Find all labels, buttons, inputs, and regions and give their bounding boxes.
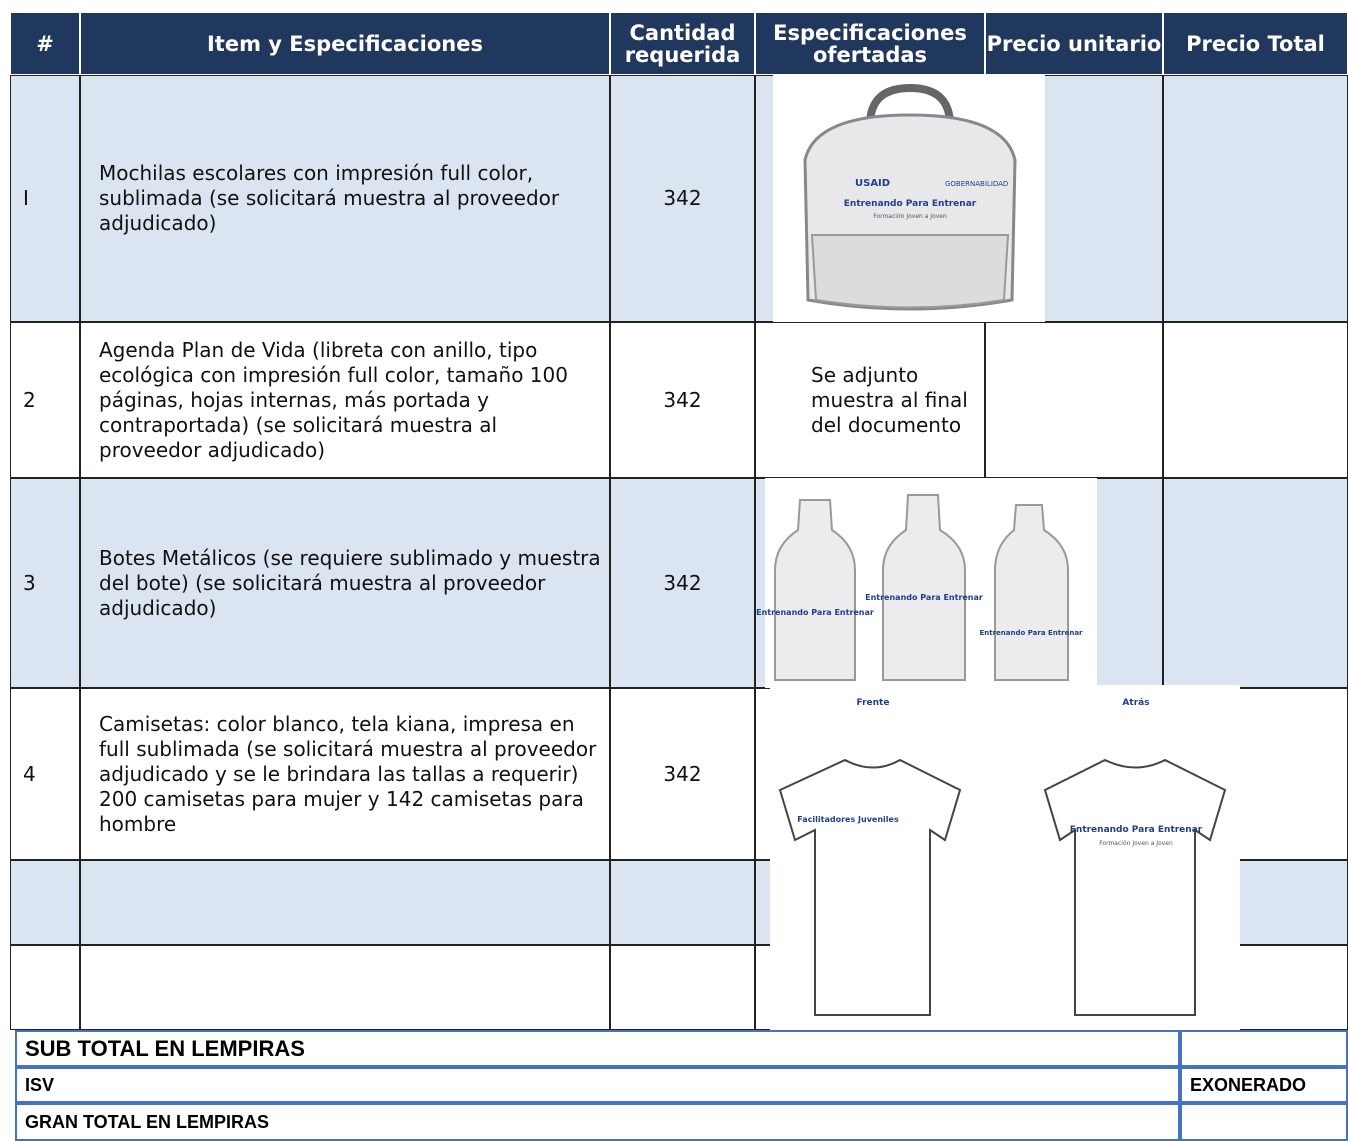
table-cell — [1163, 860, 1348, 945]
table-cell — [1163, 478, 1348, 688]
total-label: ISV — [15, 1067, 1180, 1103]
table-cell: 342 — [610, 478, 755, 688]
table-cell: 4 — [10, 688, 80, 860]
total-value — [1180, 1030, 1348, 1067]
table-cell — [985, 860, 1163, 945]
header-cell: # — [10, 12, 80, 75]
table-cell: I — [10, 75, 80, 322]
table-cell — [985, 322, 1163, 478]
table-cell: 2 — [10, 322, 80, 478]
table-cell — [80, 945, 610, 1030]
table-cell — [755, 75, 985, 322]
table-cell: 342 — [610, 322, 755, 478]
table-cell: 342 — [610, 75, 755, 322]
header-cell: Cantidad requerida — [610, 12, 755, 75]
table-cell — [755, 478, 985, 688]
header-cell: Especificaciones ofertadas — [755, 12, 985, 75]
table-cell: 3 — [10, 478, 80, 688]
table-cell — [10, 860, 80, 945]
table-cell: Camisetas: color blanco, tela kiana, imp… — [80, 688, 610, 860]
total-label: GRAN TOTAL EN LEMPIRAS — [15, 1103, 1180, 1141]
table-cell — [985, 75, 1163, 322]
table-cell: Agenda Plan de Vida (libreta con anillo,… — [80, 322, 610, 478]
table-cell — [985, 945, 1163, 1030]
table-cell — [610, 860, 755, 945]
table-cell: Se adjunto muestra al final del document… — [755, 322, 985, 478]
table-cell — [1163, 75, 1348, 322]
header-cell: Item y Especificaciones — [80, 12, 610, 75]
table-cell — [80, 860, 610, 945]
table-cell: Botes Metálicos (se requiere sublimado y… — [80, 478, 610, 688]
header-cell: Precio Total — [1163, 12, 1348, 75]
total-label: SUB TOTAL EN LEMPIRAS — [15, 1030, 1180, 1067]
table-cell — [985, 688, 1163, 860]
total-value — [1180, 1103, 1348, 1141]
header-cell: Precio unitario — [985, 12, 1163, 75]
table-cell — [755, 860, 985, 945]
table-cell: 342 — [610, 688, 755, 860]
table-cell — [755, 945, 985, 1030]
table-cell — [1163, 322, 1348, 478]
total-value: EXONERADO — [1180, 1067, 1348, 1103]
table-cell — [10, 945, 80, 1030]
table-cell — [610, 945, 755, 1030]
table-cell — [1163, 945, 1348, 1030]
table-cell — [1163, 688, 1348, 860]
table-cell — [755, 688, 985, 860]
table-cell — [985, 478, 1163, 688]
table-cell: Mochilas escolares con impresión full co… — [80, 75, 610, 322]
